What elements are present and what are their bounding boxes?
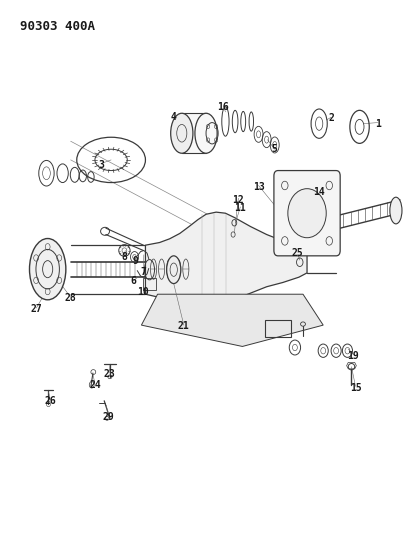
Text: 3: 3 <box>98 160 104 170</box>
Ellipse shape <box>390 197 402 224</box>
Text: 23: 23 <box>103 369 115 379</box>
Text: 26: 26 <box>44 396 57 406</box>
Text: 19: 19 <box>347 351 360 361</box>
Text: 12: 12 <box>232 195 244 205</box>
Text: 11: 11 <box>234 203 246 213</box>
Text: 27: 27 <box>30 304 42 314</box>
Ellipse shape <box>195 114 217 154</box>
Text: 28: 28 <box>65 294 77 303</box>
Text: 2: 2 <box>328 114 334 123</box>
Text: 15: 15 <box>349 383 362 393</box>
Ellipse shape <box>288 189 326 238</box>
Ellipse shape <box>170 114 193 154</box>
Text: 6: 6 <box>130 277 136 286</box>
Text: 24: 24 <box>89 380 101 390</box>
Polygon shape <box>141 294 323 346</box>
Polygon shape <box>145 212 307 305</box>
Ellipse shape <box>167 256 181 284</box>
Text: 13: 13 <box>252 182 265 191</box>
FancyBboxPatch shape <box>274 171 340 256</box>
Text: 29: 29 <box>102 412 114 422</box>
Text: 1: 1 <box>375 119 381 128</box>
Text: 90303 400A: 90303 400A <box>20 20 95 33</box>
Bar <box>143 278 156 290</box>
Text: 25: 25 <box>291 248 303 258</box>
Text: 4: 4 <box>171 112 177 122</box>
Text: 10: 10 <box>137 287 149 297</box>
Text: 7: 7 <box>141 267 146 277</box>
Text: 16: 16 <box>217 102 229 111</box>
Text: 9: 9 <box>133 256 138 266</box>
Polygon shape <box>182 114 206 154</box>
Text: 14: 14 <box>313 187 325 197</box>
Bar <box>265 320 291 337</box>
Text: 8: 8 <box>122 252 127 262</box>
Text: 5: 5 <box>272 144 278 154</box>
Text: 21: 21 <box>178 321 190 331</box>
Ellipse shape <box>29 239 66 300</box>
